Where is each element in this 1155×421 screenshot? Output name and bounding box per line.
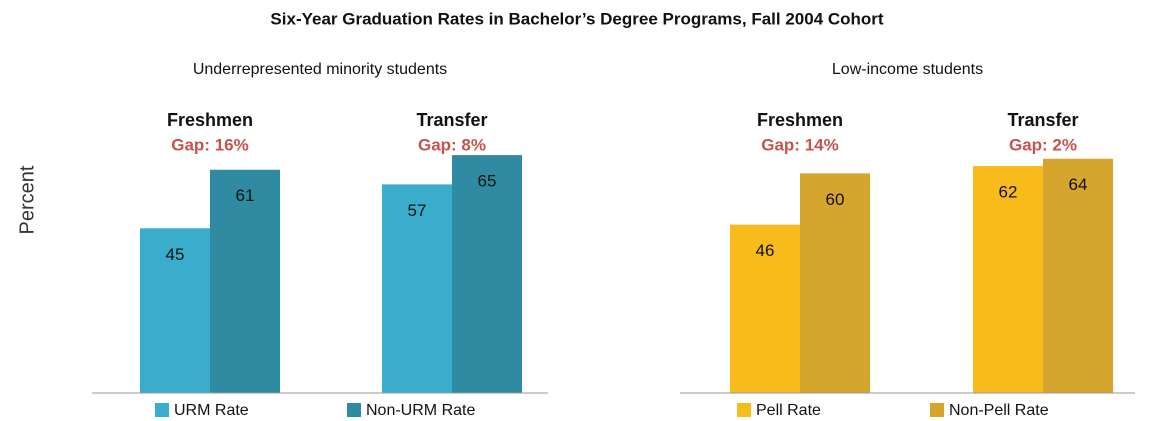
bar	[1043, 158, 1113, 393]
chart-title: Six-Year Graduation Rates in Bachelor’s …	[270, 9, 883, 28]
legend-swatch	[155, 403, 169, 417]
legend-swatch	[737, 403, 751, 417]
category-label: Transfer	[1007, 110, 1078, 130]
bar	[730, 224, 800, 393]
data-label: 64	[1069, 175, 1088, 194]
category-label: Freshmen	[167, 110, 253, 130]
legend-swatch	[347, 403, 361, 417]
gap-annotation: Gap: 2%	[1009, 135, 1077, 154]
gap-annotation: Gap: 8%	[418, 135, 486, 154]
legend-label: Non-URM Rate	[366, 402, 475, 419]
data-label: 62	[999, 183, 1018, 202]
legend-label: Non-Pell Rate	[949, 402, 1049, 419]
bar	[452, 155, 522, 393]
data-label: 65	[478, 172, 497, 191]
category-label: Transfer	[416, 110, 487, 130]
data-label: 60	[826, 190, 845, 209]
bar	[210, 169, 280, 393]
legend-label: URM Rate	[174, 402, 249, 419]
subtitle: Underrepresented minority students	[193, 61, 447, 78]
bar	[973, 166, 1043, 393]
legend-swatch	[930, 403, 944, 417]
bar	[800, 173, 870, 393]
data-label: 61	[236, 186, 255, 205]
bar	[140, 228, 210, 393]
data-label: 45	[166, 245, 185, 264]
gap-annotation: Gap: 16%	[171, 135, 248, 154]
subtitle: Low-income students	[832, 61, 983, 78]
data-label: 46	[756, 241, 775, 260]
bar	[382, 184, 452, 393]
category-label: Freshmen	[757, 110, 843, 130]
y-axis-label: Percent	[16, 165, 38, 234]
legend-label: Pell Rate	[756, 402, 821, 419]
data-label: 57	[408, 201, 427, 220]
gap-annotation: Gap: 14%	[761, 135, 838, 154]
